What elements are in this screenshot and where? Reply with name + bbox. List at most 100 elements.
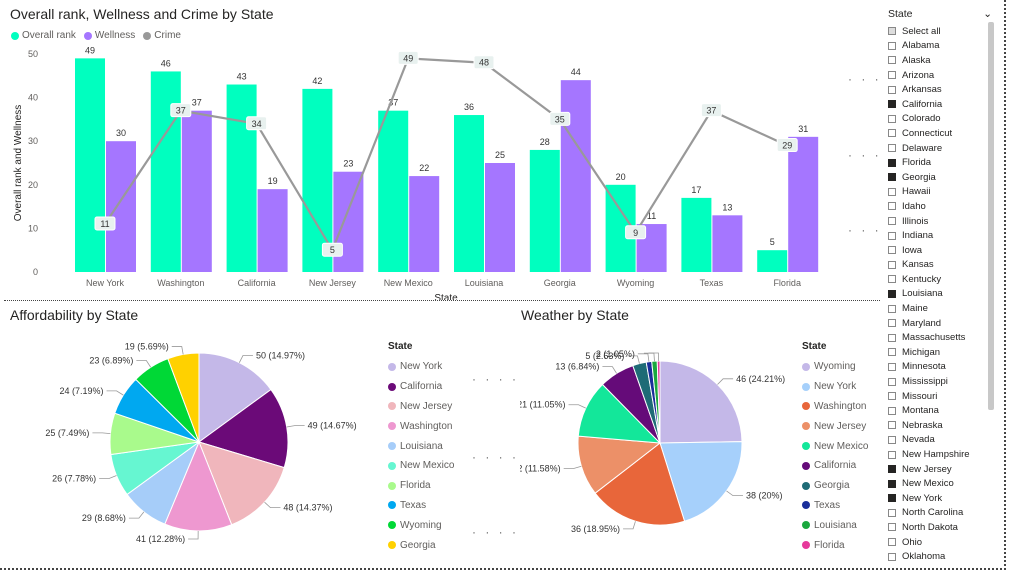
legend-item[interactable]: New Jersey: [388, 397, 454, 417]
legend-item[interactable]: Texas: [388, 496, 454, 516]
legend-item[interactable]: Louisiana: [388, 436, 454, 456]
checkbox[interactable]: [888, 187, 896, 196]
checkbox[interactable]: [888, 41, 896, 50]
checkbox[interactable]: [888, 348, 896, 357]
slicer-item[interactable]: Arkansas: [888, 82, 998, 97]
checkbox[interactable]: [888, 144, 896, 153]
slicer-item[interactable]: Maryland: [888, 316, 998, 331]
legend-item[interactable]: Florida: [388, 476, 454, 496]
checkbox[interactable]: [888, 304, 896, 313]
checkbox[interactable]: [888, 275, 896, 284]
slicer-item[interactable]: New Mexico: [888, 476, 998, 491]
checkbox[interactable]: [888, 392, 896, 401]
slicer-item[interactable]: New Jersey: [888, 462, 998, 477]
checkbox[interactable]: [888, 508, 896, 517]
checkbox[interactable]: [888, 114, 896, 123]
slicer-item[interactable]: Select all: [888, 24, 998, 39]
checkbox[interactable]: [888, 435, 896, 444]
legend-item[interactable]: Louisiana: [802, 515, 868, 535]
slicer-item[interactable]: Massachusetts: [888, 330, 998, 345]
affordability-pie-chart[interactable]: 50 (14.97%) 49 (14.67%) 48 (14.37%) 41 (12.…: [0, 320, 380, 570]
checkbox[interactable]: [888, 494, 896, 503]
more-options-icon[interactable]: · · ·: [848, 223, 882, 237]
more-options-icon[interactable]: · · · ·: [472, 372, 519, 386]
slicer-item[interactable]: North Carolina: [888, 506, 998, 521]
checkbox[interactable]: [888, 450, 896, 459]
slicer-item[interactable]: Florida: [888, 155, 998, 170]
slicer-item[interactable]: Arizona: [888, 68, 998, 83]
checkbox[interactable]: [888, 362, 896, 371]
checkbox[interactable]: [888, 421, 896, 430]
slicer-item[interactable]: Mississippi: [888, 374, 998, 389]
slicer-item[interactable]: Nebraska: [888, 418, 998, 433]
more-options-icon[interactable]: · · ·: [848, 148, 882, 162]
more-options-icon[interactable]: · · · ·: [472, 450, 519, 464]
legend-item[interactable]: New York: [802, 377, 868, 397]
legend-item[interactable]: California: [388, 377, 454, 397]
slicer-item[interactable]: Montana: [888, 403, 998, 418]
legend-item[interactable]: Wyoming: [388, 515, 454, 535]
checkbox[interactable]: [888, 260, 896, 269]
legend-item-overall-rank[interactable]: Overall rank: [11, 30, 76, 41]
legend-item[interactable]: New Mexico: [802, 436, 868, 456]
legend-item-crime[interactable]: Crime: [143, 30, 181, 41]
legend-item-wellness[interactable]: Wellness: [83, 30, 135, 41]
legend-item[interactable]: Washington: [802, 397, 868, 417]
bar-chart[interactable]: 0 10 20 30 40 50 Overall rank and Wellness Stat…: [0, 0, 860, 300]
slicer-item[interactable]: Hawaii: [888, 185, 998, 200]
slicer-item[interactable]: Indiana: [888, 228, 998, 243]
slicer-item[interactable]: Delaware: [888, 141, 998, 156]
legend-item[interactable]: Texas: [802, 496, 868, 516]
legend-item[interactable]: Washington: [388, 416, 454, 436]
slicer-item[interactable]: Iowa: [888, 243, 998, 258]
slicer-item[interactable]: New Hampshire: [888, 447, 998, 462]
checkbox[interactable]: [888, 552, 896, 561]
checkbox[interactable]: [888, 129, 896, 138]
slicer-item[interactable]: New York: [888, 491, 998, 506]
slicer-scrollbar[interactable]: [988, 22, 994, 410]
checkbox[interactable]: [888, 217, 896, 226]
legend-item[interactable]: New Jersey: [802, 416, 868, 436]
checkbox[interactable]: [888, 56, 896, 65]
state-slicer[interactable]: State ⌄ Select all Alabama Alaska Arizona Ark…: [888, 8, 998, 564]
checkbox[interactable]: [888, 231, 896, 240]
slicer-item[interactable]: Idaho: [888, 199, 998, 214]
checkbox[interactable]: [888, 158, 896, 167]
legend-item[interactable]: California: [802, 456, 868, 476]
slicer-item[interactable]: Georgia: [888, 170, 998, 185]
slicer-item[interactable]: Connecticut: [888, 126, 998, 141]
checkbox[interactable]: [888, 538, 896, 547]
legend-item[interactable]: New Mexico: [388, 456, 454, 476]
weather-pie-chart[interactable]: 46 (24.21%) 38 (20%) 36 (18.95%) 22 (11.58%…: [520, 320, 820, 570]
slicer-item[interactable]: Minnesota: [888, 360, 998, 375]
checkbox[interactable]: [888, 523, 896, 532]
slicer-item[interactable]: Ohio: [888, 535, 998, 550]
checkbox[interactable]: [888, 289, 896, 298]
legend-item[interactable]: Wyoming: [802, 357, 868, 377]
checkbox[interactable]: [888, 479, 896, 488]
slicer-item[interactable]: Louisiana: [888, 287, 998, 302]
slicer-item[interactable]: Maine: [888, 301, 998, 316]
legend-item[interactable]: New York: [388, 357, 454, 377]
slicer-item[interactable]: Alaska: [888, 53, 998, 68]
slicer-item[interactable]: Alabama: [888, 39, 998, 54]
slicer-item[interactable]: Illinois: [888, 214, 998, 229]
checkbox[interactable]: [888, 173, 896, 182]
checkbox[interactable]: [888, 465, 896, 474]
slicer-item[interactable]: Missouri: [888, 389, 998, 404]
slicer-item[interactable]: Michigan: [888, 345, 998, 360]
slicer-item[interactable]: Kansas: [888, 258, 998, 273]
legend-item[interactable]: Florida: [802, 535, 868, 555]
checkbox[interactable]: [888, 100, 896, 109]
slicer-item[interactable]: North Dakota: [888, 520, 998, 535]
slicer-item[interactable]: Nevada: [888, 433, 998, 448]
slicer-item[interactable]: California: [888, 97, 998, 112]
checkbox[interactable]: [888, 71, 896, 80]
checkbox[interactable]: [888, 406, 896, 415]
checkbox[interactable]: [888, 377, 896, 386]
slicer-item[interactable]: Kentucky: [888, 272, 998, 287]
slicer-item[interactable]: Colorado: [888, 112, 998, 127]
checkbox[interactable]: [888, 246, 896, 255]
checkbox[interactable]: [888, 319, 896, 328]
chevron-down-icon[interactable]: ⌄: [983, 8, 992, 20]
